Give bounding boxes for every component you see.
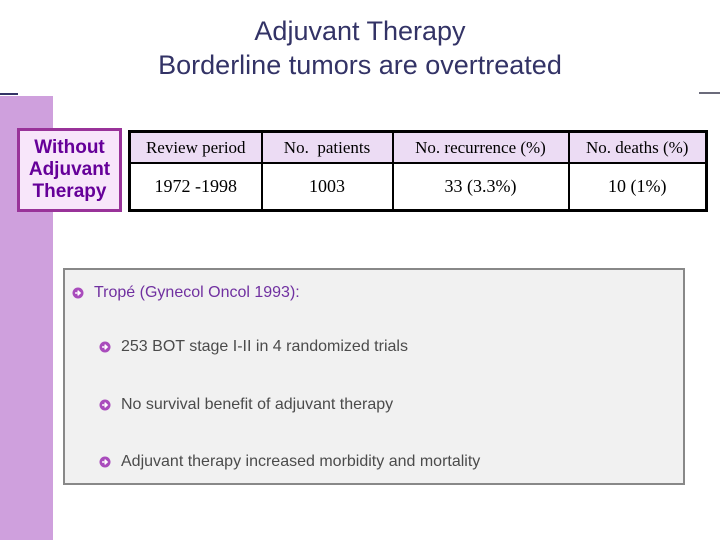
bullet-sub-3-text: Adjuvant therapy increased morbidity and… xyxy=(121,453,481,470)
side-label-line3: Therapy xyxy=(32,181,107,202)
bullet-sub-1: 253 BOT stage I-II in 4 randomized trial… xyxy=(99,337,408,356)
review-results-table: Review period No. patients No. recurrenc… xyxy=(128,130,708,212)
right-divider-line xyxy=(699,92,720,94)
header-no-patients: No. patients xyxy=(260,130,394,164)
bullet-sub-2: No survival benefit of adjuvant therapy xyxy=(99,395,393,414)
cell-no-patients: 1003 xyxy=(260,162,394,212)
circled-arrow-right-icon xyxy=(99,399,111,410)
cell-review-period: 1972 -1998 xyxy=(128,162,263,212)
table-header-row: Review period No. patients No. recurrenc… xyxy=(128,130,708,164)
table-row: 1972 -1998 1003 33 (3.3%) 10 (1%) xyxy=(128,162,708,212)
bullet-sub-3: Adjuvant therapy increased morbidity and… xyxy=(99,452,480,471)
bullet-level1-text: Tropé (Gynecol Oncol 1993): xyxy=(94,284,300,301)
side-label-line1: Without xyxy=(34,137,105,158)
header-review-period: Review period xyxy=(128,130,263,164)
circled-arrow-right-icon xyxy=(72,287,84,298)
slide-title-line1: Adjuvant Therapy xyxy=(254,16,466,46)
header-no-deaths: No. deaths (%) xyxy=(567,130,708,164)
cell-no-deaths: 10 (1%) xyxy=(567,162,708,212)
header-no-recurrence: No. recurrence (%) xyxy=(391,130,570,164)
bullet-sub-1-text: 253 BOT stage I-II in 4 randomized trial… xyxy=(121,338,408,355)
cell-no-recurrence: 33 (3.3%) xyxy=(391,162,570,212)
bullet-level1: Tropé (Gynecol Oncol 1993): xyxy=(72,283,300,302)
bullet-sub-2-text: No survival benefit of adjuvant therapy xyxy=(121,396,394,413)
slide-title: Adjuvant Therapy Borderline tumors are o… xyxy=(0,14,720,82)
side-label-line2: Adjuvant xyxy=(28,159,111,180)
circled-arrow-right-icon xyxy=(99,456,111,467)
circled-arrow-right-icon xyxy=(99,341,111,352)
left-divider-line xyxy=(0,93,18,95)
slide-title-line2: Borderline tumors are overtreated xyxy=(158,50,562,80)
without-adjuvant-therapy-label: Without Adjuvant Therapy xyxy=(17,128,122,212)
summary-panel: Tropé (Gynecol Oncol 1993): 253 BOT stag… xyxy=(63,268,685,485)
